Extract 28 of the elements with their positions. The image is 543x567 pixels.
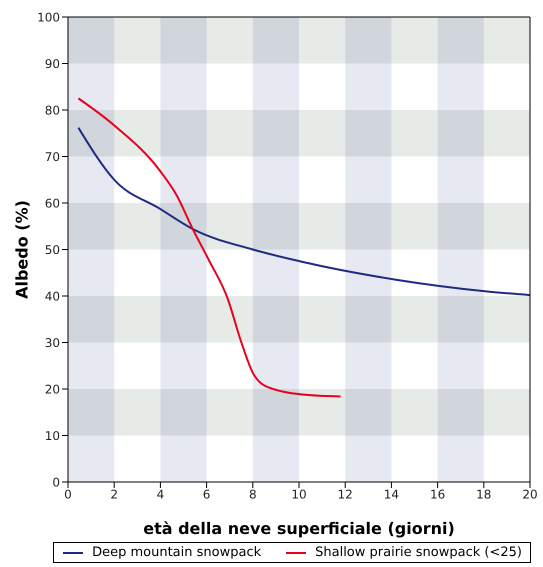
x-axis-title: età della neve superficiale (giorni) [143,519,455,538]
x-tick-label: 4 [156,488,164,502]
line-series [77,97,342,398]
y-tick-label: 10 [44,428,60,443]
line-series [77,126,530,296]
legend-label: Shallow prairie snowpack (<25) [314,545,522,560]
x-tick-label: 8 [248,488,257,502]
x-tick-label: 6 [202,488,210,502]
x-tick-label: 18 [476,488,492,502]
y-axis-title: Albedo (%) [12,200,32,299]
y-tick-label: 60 [44,196,60,210]
legend-label: Deep mountain snowpack [91,545,262,560]
x-tick-label: 12 [338,488,353,502]
y-tick-label: 40 [44,289,60,304]
y-tick-label: 0 [52,475,60,490]
y-tick-label: 100 [37,10,60,24]
y-tick-label: 90 [44,56,60,71]
y-tick-label: 20 [44,382,60,396]
x-tick-label: 10 [291,488,307,502]
x-tick-label: 14 [384,488,400,502]
y-tick-label: 50 [44,242,60,257]
x-tick-label: 0 [64,488,72,502]
x-tick-label: 20 [522,488,538,502]
x-tick-label: 2 [110,488,118,502]
y-tick-label: 30 [44,336,60,350]
y-tick-label: 80 [44,103,60,118]
y-tick-label: 70 [44,150,60,164]
x-tick-label: 16 [430,488,446,502]
